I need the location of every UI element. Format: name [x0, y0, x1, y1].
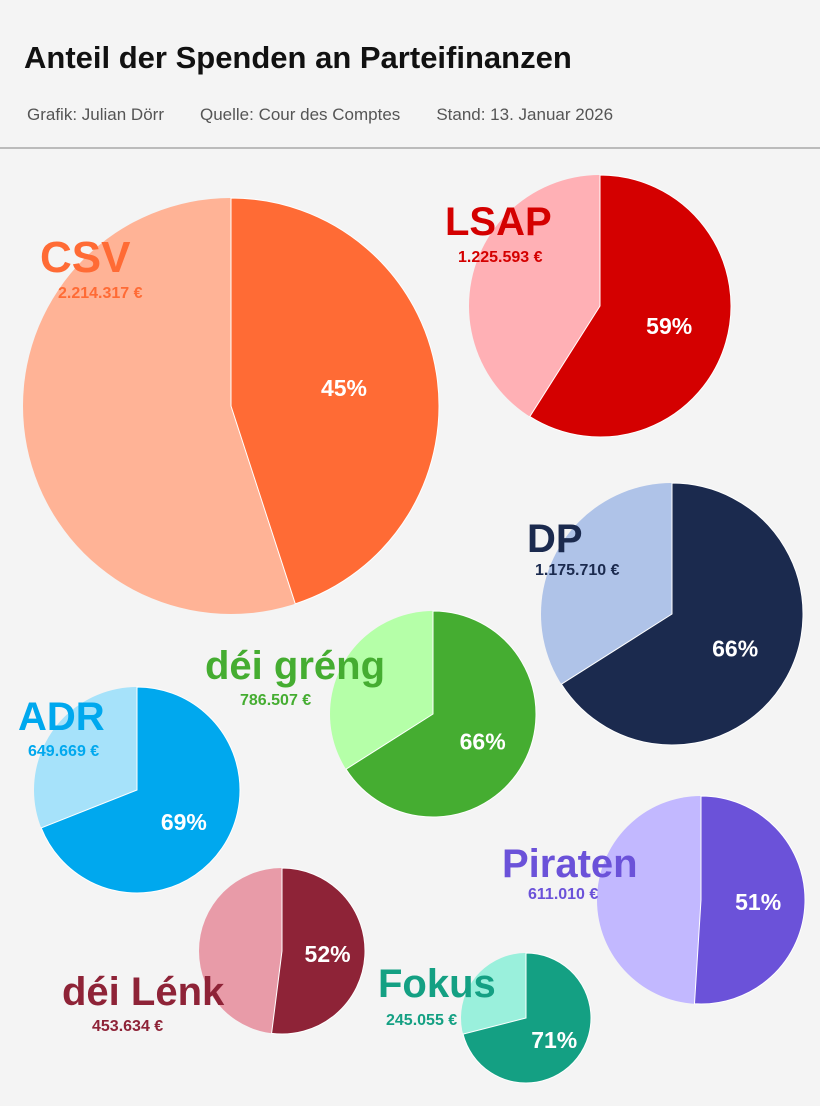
party-name: Piraten [502, 842, 638, 886]
pie-donation-slice [271, 867, 366, 1035]
pie-donation-slice [40, 686, 241, 894]
pie-donation-slice [462, 952, 592, 1084]
pie-percent-label: 69% [161, 809, 207, 835]
pie-percent-label: 59% [646, 313, 692, 339]
pie-percent-label: 45% [321, 375, 367, 401]
pie-percent-label: 52% [305, 941, 351, 967]
party-name: déi Lénk [62, 970, 225, 1014]
source: Quelle: Cour des Comptes [199, 105, 401, 124]
date: Stand: 13. Januar 2026 [436, 105, 614, 124]
pie-donation-slice [230, 197, 440, 605]
pie-percent-label: 66% [712, 636, 758, 662]
party-amount: 786.507 € [240, 692, 311, 709]
party-amount: 453.634 € [92, 1018, 163, 1035]
pie-percent-label: 66% [460, 728, 506, 754]
party-amount: 245.055 € [386, 1012, 457, 1029]
party-name: déi gréng [205, 644, 385, 688]
pie-percent-label: 51% [735, 889, 781, 915]
pie-donation-slice [345, 610, 537, 818]
party-amount: 649.669 € [28, 743, 99, 760]
pie-donation-slice [529, 174, 732, 438]
pie-percent-label: 71% [531, 1027, 577, 1053]
party-amount: 1.175.710 € [535, 562, 620, 579]
pie-donation-slice [693, 795, 806, 1005]
party-amount: 2.214.317 € [58, 285, 143, 302]
party-amount: 611.010 € [528, 886, 598, 903]
chart-title: Anteil der Spenden an Parteifinanzen [24, 40, 572, 75]
party-name: ADR [18, 695, 105, 739]
party-name: Fokus [378, 962, 496, 1006]
divider [0, 147, 820, 149]
pie-donation-slice [560, 482, 804, 746]
party-amount: 1.225.593 € [458, 249, 543, 266]
party-name: DP [527, 517, 583, 561]
chart-meta: Grafik: Julian Dörr Quelle: Cour des Com… [27, 105, 649, 125]
credit: Grafik: Julian Dörr [27, 105, 164, 124]
party-name: LSAP [445, 200, 552, 244]
party-name: CSV [40, 233, 131, 282]
